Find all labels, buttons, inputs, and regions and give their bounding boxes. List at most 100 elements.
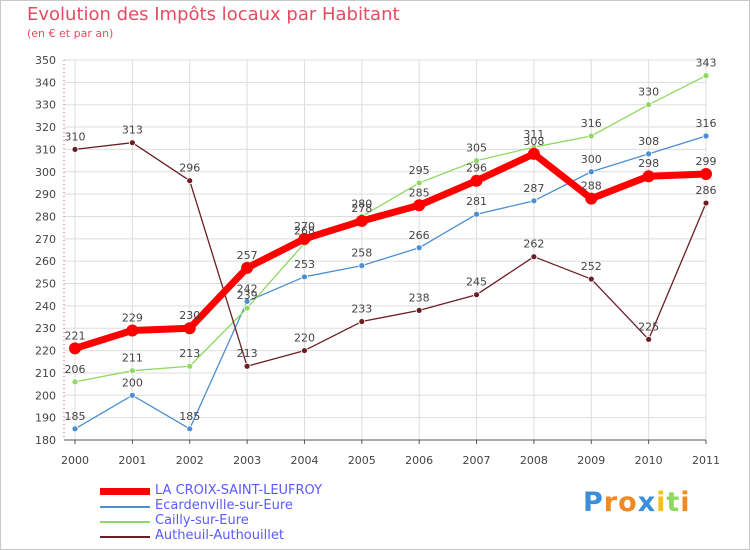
- data-point: [702, 132, 710, 140]
- data-label: 330: [638, 86, 659, 99]
- legend-label: Ecardenville-sur-Eure: [155, 498, 293, 513]
- y-tick-label: 190: [35, 412, 56, 425]
- data-point: [298, 232, 311, 245]
- legend-swatch: [100, 521, 150, 523]
- data-label: 287: [523, 182, 544, 195]
- data-label: 220: [294, 332, 315, 345]
- data-point: [301, 347, 308, 354]
- data-point: [700, 168, 712, 180]
- data-label: 239: [237, 289, 258, 302]
- logo-letter: o: [618, 487, 638, 518]
- data-label: 343: [696, 57, 717, 70]
- x-tick-label: 2001: [118, 454, 146, 467]
- data-label: 296: [179, 162, 200, 175]
- data-point: [186, 362, 194, 370]
- legend-item: Ecardenville-sur-Eure: [100, 498, 400, 514]
- data-label: 281: [466, 195, 487, 208]
- chart-title: Evolution des Impôts locaux par Habitant: [27, 4, 400, 25]
- legend-swatch: [100, 488, 150, 495]
- logo-letter: i: [656, 487, 667, 518]
- data-label: 213: [237, 347, 258, 360]
- series-line: [71, 150, 710, 352]
- y-tick-label: 220: [35, 345, 56, 358]
- x-tick-label: 2011: [692, 454, 720, 467]
- y-tick-label: 240: [35, 300, 56, 313]
- data-point: [415, 306, 423, 314]
- data-label: 206: [65, 363, 86, 376]
- data-point: [645, 101, 653, 109]
- y-tick-label: 320: [35, 121, 56, 134]
- data-point: [243, 362, 251, 370]
- data-label: 313: [122, 124, 143, 137]
- y-tick-label: 210: [35, 367, 56, 380]
- data-label: 310: [65, 130, 86, 143]
- data-point: [243, 298, 251, 305]
- data-label: 253: [294, 258, 315, 271]
- data-label: 221: [65, 329, 86, 342]
- series-line: [74, 135, 707, 430]
- data-label: 296: [466, 162, 487, 175]
- data-point: [473, 157, 480, 164]
- data-point: [587, 168, 595, 176]
- y-tick-label: 290: [35, 188, 56, 201]
- legend-label: Autheuil-Authouillet: [155, 528, 284, 543]
- data-point: [71, 425, 79, 433]
- data-point: [243, 304, 251, 312]
- data-point: [415, 244, 423, 252]
- x-tick-label: 2006: [405, 454, 433, 467]
- data-label: 308: [523, 135, 544, 148]
- data-label: 299: [696, 155, 717, 168]
- data-label: 286: [696, 184, 717, 197]
- legend-item: LA CROIX-SAINT-LEUFROY: [100, 483, 400, 499]
- y-tick-label: 280: [35, 210, 56, 223]
- x-tick-label: 2004: [290, 454, 318, 467]
- series-line: [74, 142, 707, 367]
- legend-swatch: [100, 536, 150, 538]
- x-tick-label: 2008: [520, 454, 548, 467]
- data-point: [126, 324, 139, 337]
- data-point: [530, 253, 538, 261]
- chart-legend: LA CROIX-SAINT-LEUFROY Ecardenville-sur-E…: [100, 483, 400, 544]
- data-label: 252: [581, 260, 602, 273]
- legend-swatch: [100, 506, 150, 508]
- data-label: 270: [294, 220, 315, 233]
- data-label: 242: [237, 282, 258, 295]
- data-point: [355, 214, 368, 227]
- x-tick-label: 2007: [463, 454, 491, 467]
- legend-label: LA CROIX-SAINT-LEUFROY: [155, 483, 323, 498]
- data-label: 229: [122, 311, 143, 324]
- data-label: 233: [351, 303, 372, 316]
- data-label: 285: [409, 186, 430, 199]
- x-tick-label: 2010: [635, 454, 663, 467]
- data-point: [183, 322, 196, 335]
- data-point: [702, 199, 710, 207]
- data-point: [530, 197, 538, 205]
- legend-label: Cailly-sur-Eure: [155, 513, 249, 528]
- x-tick-label: 2009: [577, 454, 605, 467]
- proxiti-logo: Proxiti: [583, 487, 691, 518]
- data-point: [71, 146, 79, 153]
- data-label: 311: [523, 128, 544, 141]
- data-label: 258: [351, 247, 372, 260]
- logo-letter: r: [603, 487, 619, 518]
- data-point: [186, 425, 194, 433]
- data-label: 305: [466, 142, 487, 155]
- data-label: 185: [65, 410, 86, 423]
- chart-subtitle: (en € et par an): [27, 27, 114, 40]
- data-label: 280: [351, 197, 372, 210]
- series-line: [74, 74, 707, 383]
- data-label: 225: [638, 320, 659, 333]
- data-label: 257: [237, 249, 258, 262]
- x-tick-label: 2002: [176, 454, 204, 467]
- data-label: 300: [581, 153, 602, 166]
- y-tick-label: 200: [35, 389, 56, 402]
- data-label: 316: [696, 117, 717, 130]
- y-tick-label: 330: [35, 99, 56, 112]
- y-tick-label: 180: [35, 434, 56, 447]
- data-point: [642, 170, 655, 183]
- data-label: 262: [523, 238, 544, 251]
- data-point: [527, 147, 540, 160]
- data-point: [358, 318, 366, 325]
- data-label: 213: [179, 347, 200, 360]
